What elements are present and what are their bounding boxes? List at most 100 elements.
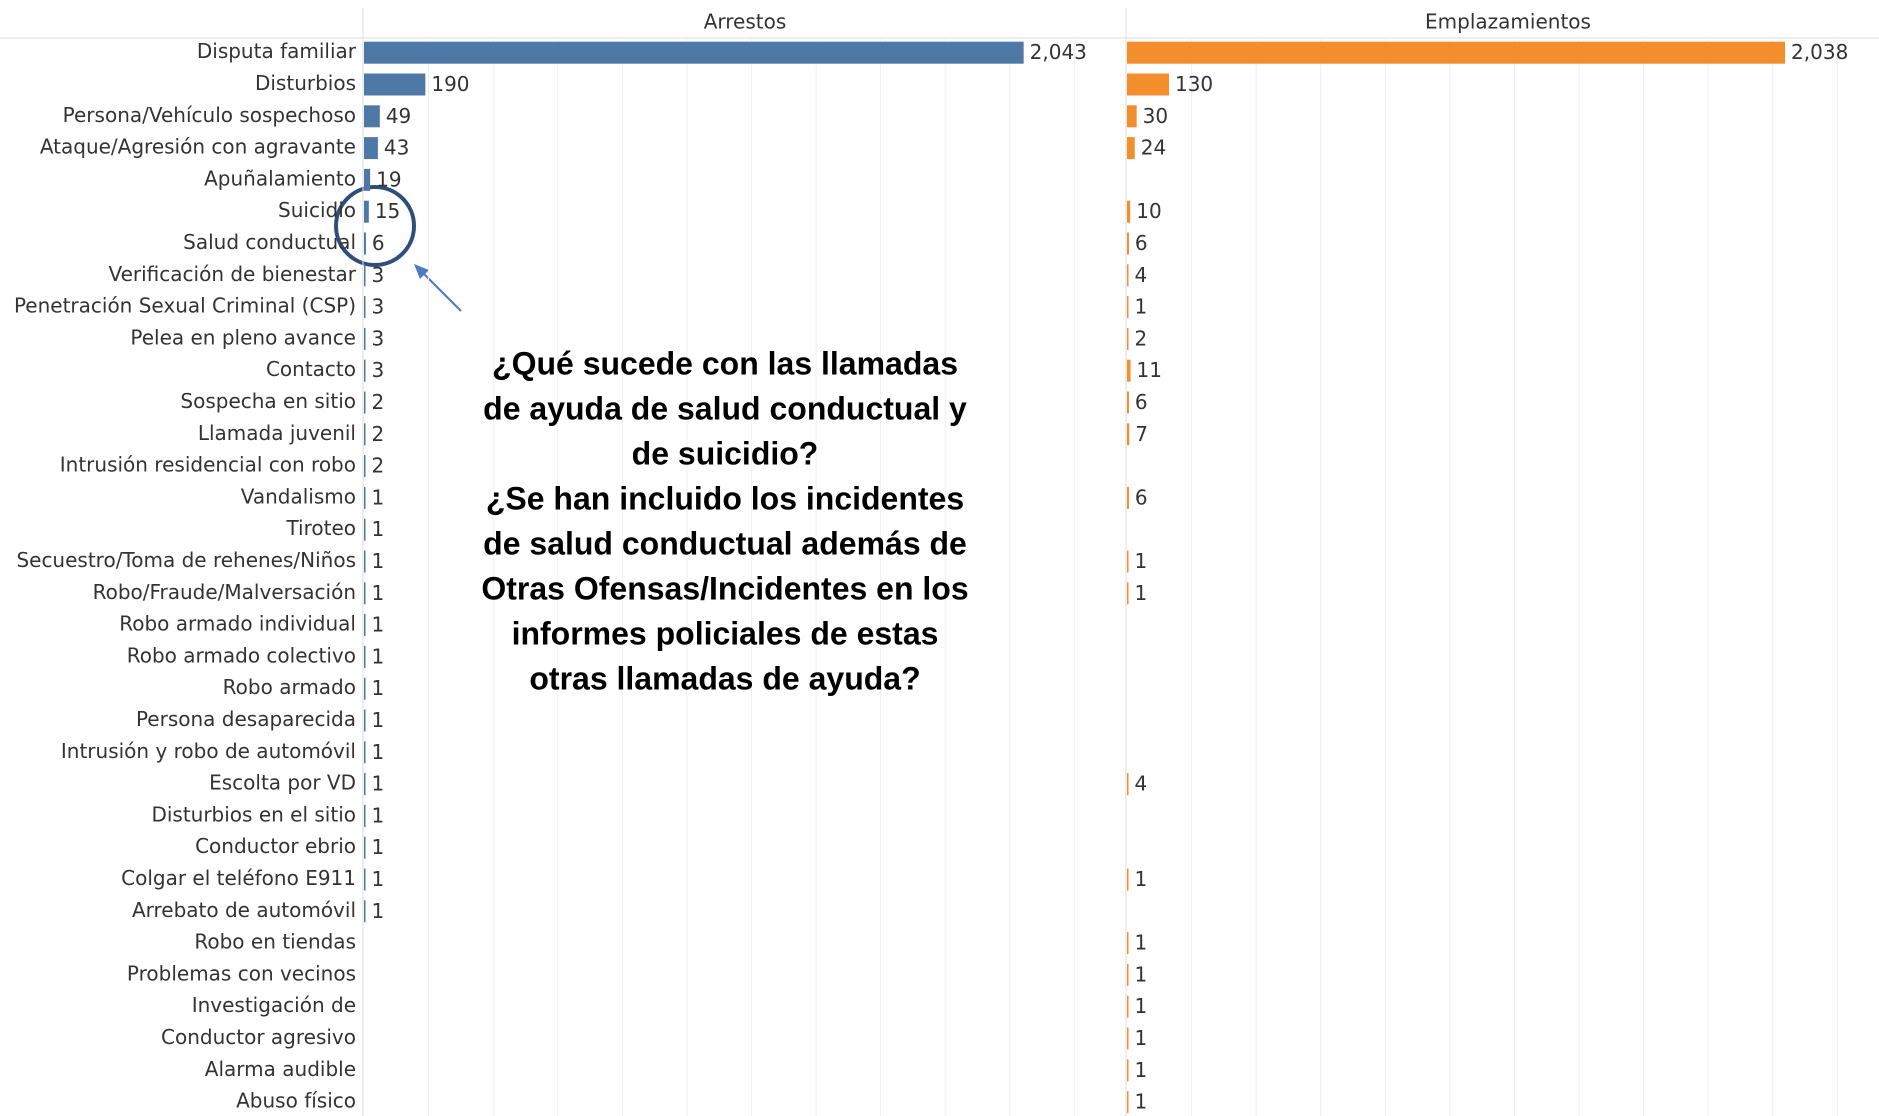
- category-label: Penetración Sexual Criminal (CSP): [14, 294, 356, 318]
- value-label: 6: [372, 231, 385, 255]
- bar: [364, 550, 366, 573]
- annotation: de salud conductual además de: [483, 525, 967, 561]
- category-label: Intrusión y robo de automóvil: [61, 739, 356, 763]
- category-label: Alarma audible: [205, 1057, 356, 1081]
- bar: [364, 614, 366, 637]
- arrow: [419, 269, 462, 312]
- category-label: Apuñalamiento: [204, 166, 356, 190]
- bar: [364, 677, 366, 700]
- value-label: 1: [372, 676, 385, 700]
- value-label: 2: [1135, 326, 1148, 350]
- bar: [364, 41, 1024, 64]
- value-label: 1: [372, 485, 385, 509]
- value-label: 1: [372, 581, 385, 605]
- bar: [1127, 582, 1129, 605]
- value-label: 1: [1135, 295, 1148, 319]
- bar: [364, 900, 366, 923]
- value-label: 1: [1135, 994, 1148, 1018]
- bar: [364, 168, 371, 191]
- value-label: 4: [1135, 772, 1148, 796]
- category-label: Disturbios en el sitio: [151, 802, 356, 826]
- bar: [364, 645, 366, 668]
- value-label: 3: [372, 263, 385, 287]
- category-label: Sospecha en sitio: [180, 389, 356, 413]
- value-label: 2,038: [1791, 40, 1848, 64]
- category-label: Contacto: [266, 357, 356, 381]
- value-label: 6: [1135, 390, 1148, 414]
- bar: [364, 518, 366, 541]
- value-label: 3: [372, 295, 385, 319]
- value-label: 43: [384, 136, 409, 160]
- bar: [1127, 391, 1129, 414]
- value-label: 2,043: [1030, 40, 1087, 64]
- bar: [1127, 1091, 1129, 1114]
- category-label: Abuso físico: [236, 1089, 356, 1113]
- category-label: Vandalismo: [241, 484, 356, 508]
- category-label: Conductor agresivo: [161, 1025, 356, 1049]
- bar: [1127, 773, 1129, 796]
- panel-title: Arrestos: [704, 10, 787, 34]
- bar: [1127, 1059, 1129, 1082]
- bar: [364, 232, 366, 255]
- value-label: 1: [372, 772, 385, 796]
- annotation: de ayuda de salud conductual y: [483, 390, 967, 426]
- value-label: 1: [1135, 549, 1148, 573]
- category-label: Suicidio: [278, 198, 356, 222]
- annotation: ¿Se han incluido los incidentes: [486, 480, 964, 516]
- bar: [1127, 423, 1130, 446]
- bar: [1127, 105, 1137, 128]
- panel-title: Emplazamientos: [1425, 10, 1591, 34]
- bar: [364, 455, 366, 478]
- bar: [1127, 963, 1129, 986]
- value-label: 6: [1135, 231, 1148, 255]
- marks: Arrestos Emplazamientos Disputa familiar 2,…: [14, 8, 1848, 1116]
- value-label: 15: [375, 199, 400, 223]
- value-label: 190: [431, 72, 469, 96]
- value-label: 10: [1136, 199, 1161, 223]
- bar: [1127, 264, 1129, 287]
- value-label: 1: [1135, 867, 1148, 891]
- bar: [364, 105, 380, 128]
- value-label: 4: [1135, 263, 1148, 287]
- value-label: 1: [372, 708, 385, 732]
- category-label: Tiroteo: [285, 516, 356, 540]
- bar: [1127, 932, 1129, 955]
- bar: [1127, 327, 1129, 350]
- annotation: informes policiales de estas: [512, 615, 939, 651]
- bar: [1127, 137, 1135, 160]
- value-label: 1: [1135, 931, 1148, 955]
- category-label: Verificación de bienestar: [108, 262, 356, 286]
- bar: [1127, 41, 1786, 64]
- bar: [364, 868, 366, 891]
- value-label: 1: [1135, 581, 1148, 605]
- bar: [364, 73, 426, 96]
- value-label: 3: [372, 326, 385, 350]
- value-label: 19: [376, 167, 401, 191]
- value-label: 1: [372, 644, 385, 668]
- category-label: Robo en tiendas: [194, 930, 356, 954]
- bar: [364, 423, 366, 446]
- category-label: Intrusión residencial con robo: [60, 453, 356, 477]
- bar: [364, 264, 366, 287]
- category-label: Persona/Vehículo sospechoso: [63, 103, 356, 127]
- bar: [364, 709, 366, 732]
- bar: [1127, 868, 1129, 891]
- value-label: 1: [372, 867, 385, 891]
- category-label: Salud conductual: [183, 230, 356, 254]
- value-label: 1: [1135, 962, 1148, 986]
- value-label: 1: [372, 803, 385, 827]
- category-label: Robo armado colectivo: [127, 643, 356, 667]
- value-label: 7: [1135, 422, 1148, 446]
- value-label: 24: [1141, 136, 1166, 160]
- category-label: Disputa familiar: [197, 39, 357, 63]
- value-label: 49: [386, 104, 411, 128]
- value-label: 2: [372, 422, 385, 446]
- bar: [364, 296, 366, 319]
- annotation: de suicidio?: [632, 435, 819, 471]
- value-label: 1: [372, 549, 385, 573]
- category-label: Arrebato de automóvil: [132, 898, 356, 922]
- category-label: Pelea en pleno avance: [130, 325, 356, 349]
- bar: [364, 804, 366, 827]
- bar: [364, 741, 366, 764]
